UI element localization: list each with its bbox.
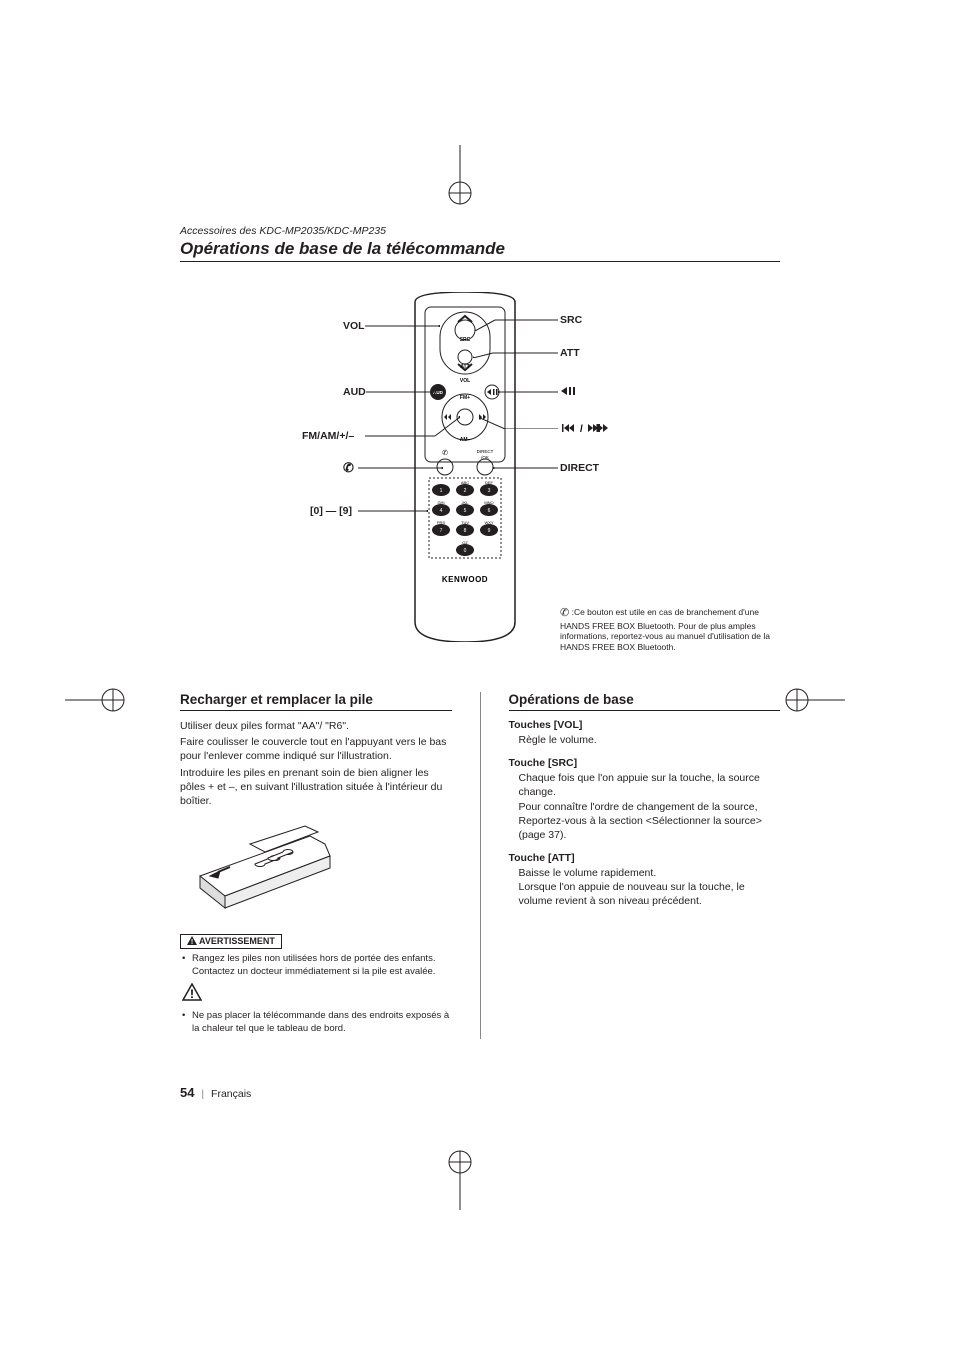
callout-direct: DIRECT: [560, 462, 599, 474]
svg-text:9: 9: [488, 528, 491, 534]
remote-brand: KENWOOD: [442, 575, 488, 584]
item-att: Touche [ATT] Baisse le volume rapidement…: [509, 852, 781, 909]
svg-text:3: 3: [488, 488, 491, 494]
warning-text-2: Ne pas placer la télécommande dans des e…: [180, 1010, 452, 1036]
remote-diagram: SRC ATT VOL AUD FM+ AM– ✆ D: [180, 292, 780, 662]
cropmark-bottom: [430, 1150, 490, 1210]
left-p2: Faire coulisser le couvercle tout en l'a…: [180, 735, 452, 763]
cropmark-top: [430, 145, 490, 205]
svg-text:!: !: [190, 987, 194, 1001]
callout-fmam: FM/AM/+/–: [302, 430, 354, 442]
column-divider: [480, 692, 481, 1039]
svg-text:7: 7: [440, 528, 443, 534]
warning-text-1: Rangez les piles non utilisées hors de p…: [180, 953, 452, 979]
remote-src-label: SRC: [460, 337, 471, 343]
right-column: Opérations de base Touches [VOL] Règle l…: [509, 692, 781, 1039]
callout-phone-icon: ✆: [343, 460, 354, 476]
cropmark-right: [785, 670, 845, 730]
left-column: Recharger et remplacer la pile Utiliser …: [180, 692, 452, 1039]
callout-nums: [0] — [9]: [310, 505, 352, 517]
callout-aud: AUD: [343, 386, 366, 398]
item-att-body: Baisse le volume rapidement. Lorsque l'o…: [509, 866, 781, 909]
item-vol-label: Touches [VOL]: [509, 719, 781, 731]
item-att-label: Touche [ATT]: [509, 852, 781, 864]
svg-text:6: 6: [488, 508, 491, 514]
svg-text:2: 2: [464, 488, 467, 494]
remote-vol-label: VOL: [460, 378, 470, 384]
phone-icon: ✆: [560, 607, 569, 621]
remote-att-label: ATT: [460, 364, 469, 370]
page-number: 54: [180, 1085, 194, 1100]
page-content: Accessoires des KDC-MP2035/KDC-MP235 Opé…: [180, 225, 780, 1039]
left-heading: Recharger et remplacer la pile: [180, 692, 452, 711]
item-vol-body: Règle le volume.: [509, 733, 781, 747]
callout-seek-icon: /: [560, 422, 610, 437]
header-rule: [180, 261, 780, 262]
warning-label: AVERTISSEMENT: [199, 936, 275, 946]
svg-text:4: 4: [440, 508, 443, 514]
cropmark-left: [65, 670, 125, 730]
right-heading: Opérations de base: [509, 692, 781, 711]
content-columns: Recharger et remplacer la pile Utiliser …: [180, 692, 780, 1039]
item-src-body: Chaque fois que l'on appuie sur la touch…: [509, 771, 781, 842]
svg-text:FM+: FM+: [460, 395, 470, 401]
svg-text:✆: ✆: [442, 449, 448, 457]
svg-text:AM–: AM–: [460, 437, 471, 443]
left-p3: Introduire les piles en prenant soin de …: [180, 766, 452, 809]
header-accessory-line: Accessoires des KDC-MP2035/KDC-MP235: [180, 225, 780, 237]
svg-text:DIRECT: DIRECT: [477, 449, 494, 454]
left-p1: Utiliser deux piles format "AA"/ "R6".: [180, 719, 452, 733]
callout-att: ATT: [560, 347, 580, 359]
svg-text:8: 8: [464, 528, 467, 534]
header-title: Opérations de base de la télécommande: [180, 239, 780, 259]
callout-src: SRC: [560, 314, 582, 326]
svg-text:1: 1: [440, 488, 443, 494]
svg-text:5: 5: [464, 508, 467, 514]
item-vol: Touches [VOL] Règle le volume.: [509, 719, 781, 747]
svg-text:/: /: [580, 424, 583, 434]
svg-text:/OK: /OK: [481, 455, 489, 460]
caution-triangle-icon: !: [182, 983, 452, 1006]
callout-playpause-icon: [560, 385, 582, 400]
diagram-footnote: ✆ :Ce bouton est utile en cas de branche…: [560, 607, 770, 653]
callout-vol: VOL: [343, 320, 365, 332]
svg-text:0: 0: [464, 548, 467, 554]
diagram-footnote-text: :Ce bouton est utile en cas de brancheme…: [560, 607, 770, 652]
page-lang: Français: [211, 1088, 251, 1100]
warning-box: ! AVERTISSEMENT: [180, 934, 282, 949]
svg-text:!: !: [191, 939, 193, 945]
item-src-label: Touche [SRC]: [509, 757, 781, 769]
warning-triangle-icon: !: [187, 936, 197, 947]
page-footer: 54 | Français: [180, 1085, 251, 1100]
battery-illustration: [180, 816, 452, 921]
item-src: Touche [SRC] Chaque fois que l'on appuie…: [509, 757, 781, 842]
